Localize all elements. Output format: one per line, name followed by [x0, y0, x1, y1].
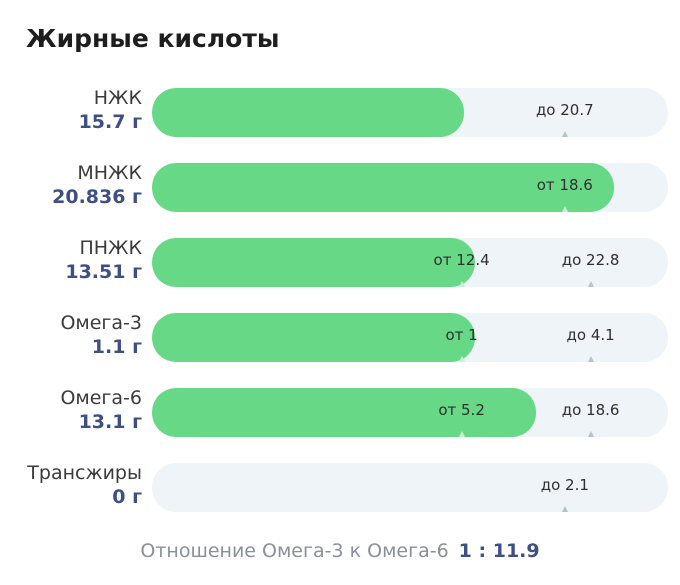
- fatty-acid-row-mnzhk: МНЖК 20.836 г от 18.6: [0, 161, 680, 213]
- nutrient-amount: 0 г: [112, 486, 142, 508]
- marker-pointer-icon: [561, 206, 568, 212]
- marker-label: от 5.2: [438, 401, 485, 419]
- marker-pointer-icon: [587, 281, 594, 287]
- section-title: Жирные кислоты: [26, 24, 280, 53]
- marker-pointer-icon: [561, 506, 568, 512]
- nutrient-name: Трансжиры: [27, 462, 142, 484]
- nutrient-name: Омега-3: [60, 312, 142, 334]
- progress-track: до 2.1: [152, 463, 668, 512]
- marker-pointer-icon: [458, 356, 465, 362]
- fatty-acid-row-omega3: Омега-3 1.1 г от 1 до 4.1: [0, 311, 680, 363]
- row-label: МНЖК 20.836 г: [52, 161, 142, 209]
- nutrient-name: ПНЖК: [79, 237, 142, 259]
- progress-track: до 20.7: [152, 88, 668, 137]
- progress-fill: [152, 88, 465, 137]
- marker-label: до 2.1: [540, 476, 589, 494]
- marker-pointer-icon: [587, 356, 594, 362]
- nutrient-name: Омега-6: [60, 387, 142, 409]
- nutrient-name: НЖК: [93, 87, 142, 109]
- marker-pointer-icon: [587, 431, 594, 437]
- marker-label: от 18.6: [536, 176, 593, 194]
- marker-pointer-icon: [458, 431, 465, 437]
- nutrient-amount: 20.836 г: [52, 186, 142, 208]
- marker-pointer-icon: [561, 131, 568, 137]
- marker-pointer-icon: [458, 281, 465, 287]
- progress-fill: [152, 388, 537, 437]
- marker-label: до 22.8: [561, 251, 620, 269]
- nutrient-amount: 15.7 г: [78, 111, 142, 133]
- fatty-acid-row-trans: Трансжиры 0 г до 2.1: [0, 461, 680, 513]
- omega-ratio-value: 1 : 11.9: [458, 540, 540, 562]
- row-label: ПНЖК 13.51 г: [65, 236, 142, 284]
- progress-track: от 12.4 до 22.8: [152, 238, 668, 287]
- row-label: Омега-3 1.1 г: [60, 311, 142, 359]
- omega-ratio: Отношение Омега-3 к Омега-6 1 : 11.9: [0, 540, 680, 562]
- marker-label: до 18.6: [561, 401, 620, 419]
- row-label: Омега-6 13.1 г: [60, 386, 142, 434]
- nutrient-name: МНЖК: [77, 162, 142, 184]
- nutrient-amount: 1.1 г: [91, 336, 142, 358]
- row-label: Трансжиры 0 г: [27, 461, 142, 509]
- marker-label: от 12.4: [433, 251, 490, 269]
- progress-fill: [152, 163, 614, 212]
- nutrient-amount: 13.51 г: [65, 261, 142, 283]
- marker-label: до 20.7: [535, 101, 594, 119]
- omega-ratio-label: Отношение Омега-3 к Омега-6: [140, 540, 449, 562]
- nutrient-amount: 13.1 г: [78, 411, 142, 433]
- progress-track: от 5.2 до 18.6: [152, 388, 668, 437]
- progress-fill: [152, 238, 475, 287]
- marker-label: от 1: [445, 326, 478, 344]
- fatty-acid-row-omega6: Омега-6 13.1 г от 5.2 до 18.6: [0, 386, 680, 438]
- progress-track: от 18.6: [152, 163, 668, 212]
- row-label: НЖК 15.7 г: [79, 86, 142, 134]
- progress-fill: [152, 313, 475, 362]
- fatty-acid-row-nzhk: НЖК 15.7 г до 20.7: [0, 86, 680, 138]
- progress-track: от 1 до 4.1: [152, 313, 668, 362]
- marker-label: до 4.1: [566, 326, 615, 344]
- fatty-acid-row-pnzhk: ПНЖК 13.51 г от 12.4 до 22.8: [0, 236, 680, 288]
